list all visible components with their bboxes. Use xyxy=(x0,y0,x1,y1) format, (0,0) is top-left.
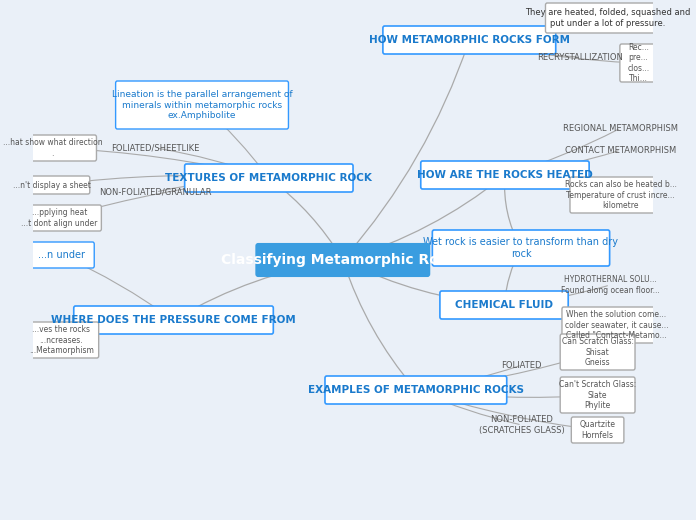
Text: Wet rock is easier to transform than dry
rock: Wet rock is easier to transform than dry… xyxy=(423,237,619,259)
FancyBboxPatch shape xyxy=(571,417,624,443)
Text: RECRYSTALLIZATION: RECRYSTALLIZATION xyxy=(537,53,623,61)
FancyBboxPatch shape xyxy=(440,291,568,319)
Text: FOLIATED/SHEETLIKE: FOLIATED/SHEETLIKE xyxy=(111,144,200,152)
Text: WHERE DOES THE PRESSURE COME FROM: WHERE DOES THE PRESSURE COME FROM xyxy=(51,315,296,325)
FancyBboxPatch shape xyxy=(24,322,99,358)
Text: ...n't display a sheet: ...n't display a sheet xyxy=(13,180,91,189)
FancyBboxPatch shape xyxy=(570,177,672,213)
Text: Classifying Metamorphic Rocks: Classifying Metamorphic Rocks xyxy=(221,253,464,267)
Text: CONTACT METAMORPHISM: CONTACT METAMORPHISM xyxy=(565,146,677,154)
FancyBboxPatch shape xyxy=(74,306,274,334)
Text: REGIONAL METAMORPHISM: REGIONAL METAMORPHISM xyxy=(563,124,679,133)
FancyBboxPatch shape xyxy=(432,230,610,266)
Text: ...pplying heat
...t dont align under: ...pplying heat ...t dont align under xyxy=(22,209,97,228)
Text: EXAMPLES OF METAMORPHIC ROCKS: EXAMPLES OF METAMORPHIC ROCKS xyxy=(308,385,524,395)
Text: NON-FOLIATED
(SCRATCHES GLASS): NON-FOLIATED (SCRATCHES GLASS) xyxy=(479,415,564,435)
FancyBboxPatch shape xyxy=(560,334,635,370)
FancyBboxPatch shape xyxy=(325,376,507,404)
FancyBboxPatch shape xyxy=(560,377,635,413)
Text: Quartzite
Hornfels: Quartzite Hornfels xyxy=(580,420,615,440)
Text: ...hat show what direction
.: ...hat show what direction . xyxy=(3,138,102,158)
Text: TEXTURES OF METAMORPHIC ROCK: TEXTURES OF METAMORPHIC ROCK xyxy=(166,173,372,183)
Text: HYDROTHERNAL SOLU...
Found along ocean floor...: HYDROTHERNAL SOLU... Found along ocean f… xyxy=(561,275,659,295)
Text: NON-FOLIATED/GRANULAR: NON-FOLIATED/GRANULAR xyxy=(100,188,212,197)
Text: Rec...
pre...
clos...
Thi...: Rec... pre... clos... Thi... xyxy=(628,43,649,83)
FancyBboxPatch shape xyxy=(383,26,555,54)
FancyBboxPatch shape xyxy=(17,205,102,231)
FancyBboxPatch shape xyxy=(184,164,353,192)
Text: ...ves the rocks
...ncreases.
...Metamorphism: ...ves the rocks ...ncreases. ...Metamor… xyxy=(29,325,94,355)
Text: Can't Scratch Glass:
Slate
Phylite: Can't Scratch Glass: Slate Phylite xyxy=(559,380,636,410)
FancyBboxPatch shape xyxy=(421,161,589,189)
FancyBboxPatch shape xyxy=(546,3,670,33)
Text: When the solution come...
colder seawater, it cause...
Called "Contact-Metamo...: When the solution come... colder seawate… xyxy=(564,310,668,340)
Text: Lineation is the parallel arrangement of
minerals within metamorphic rocks
ex.Am: Lineation is the parallel arrangement of… xyxy=(112,90,292,120)
Text: Can Scratch Glass:
Shisat
Gneiss: Can Scratch Glass: Shisat Gneiss xyxy=(562,337,633,367)
FancyBboxPatch shape xyxy=(620,44,657,82)
Text: They are heated, folded, squashed and
put under a lot of pressure.: They are heated, folded, squashed and pu… xyxy=(525,8,690,28)
Text: Rocks can also be heated b...
Temperature of crust incre...
kilometre: Rocks can also be heated b... Temperatur… xyxy=(565,180,677,210)
FancyBboxPatch shape xyxy=(8,135,97,161)
Text: HOW METAMORPHIC ROCKS FORM: HOW METAMORPHIC ROCKS FORM xyxy=(369,35,570,45)
Text: HOW ARE THE ROCKS HEATED: HOW ARE THE ROCKS HEATED xyxy=(417,170,593,180)
FancyBboxPatch shape xyxy=(256,244,429,276)
FancyBboxPatch shape xyxy=(562,307,671,343)
FancyBboxPatch shape xyxy=(116,81,288,129)
Text: FOLIATED: FOLIATED xyxy=(502,360,542,370)
FancyBboxPatch shape xyxy=(15,176,90,194)
Text: ...n under: ...n under xyxy=(38,250,85,260)
FancyBboxPatch shape xyxy=(29,242,94,268)
Text: CHEMICAL FLUID: CHEMICAL FLUID xyxy=(455,300,553,310)
